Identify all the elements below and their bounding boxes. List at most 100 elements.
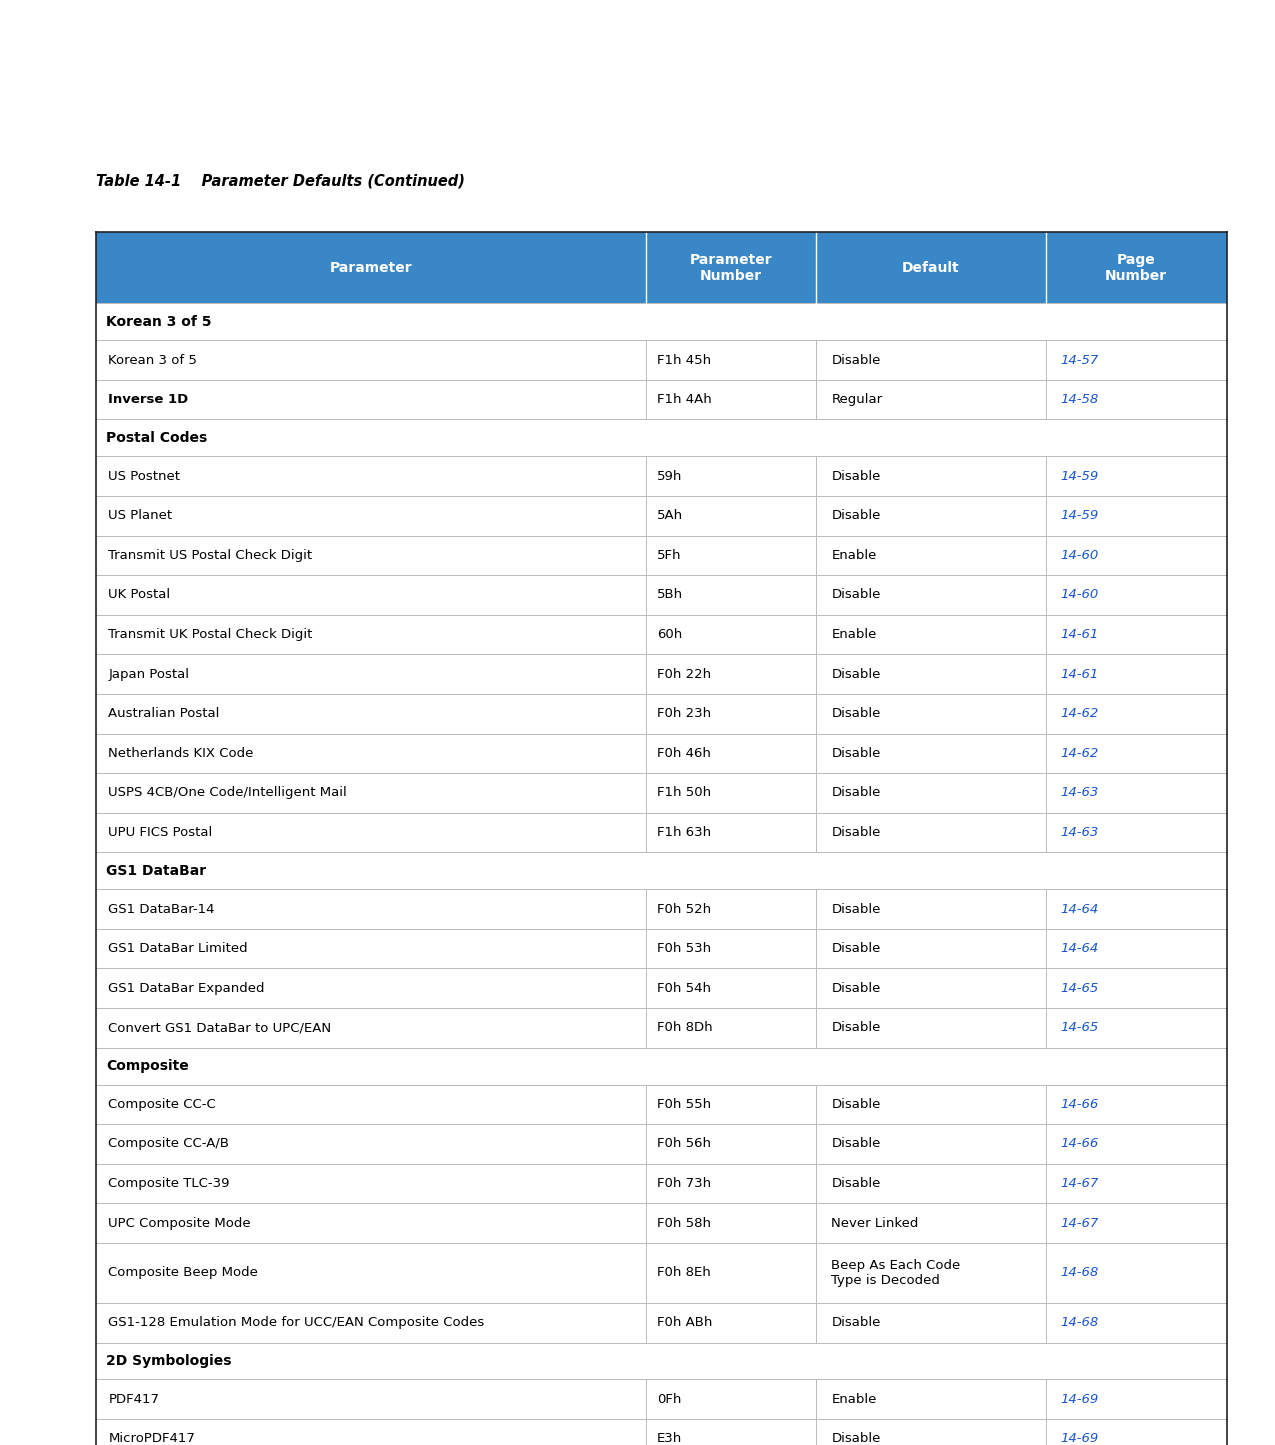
Text: 14-57: 14-57: [1061, 354, 1099, 367]
Text: Korean 3 of 5: Korean 3 of 5: [108, 354, 198, 367]
Text: Disable: Disable: [831, 1178, 881, 1191]
Text: 14-61: 14-61: [1061, 668, 1099, 681]
Text: 14-66: 14-66: [1061, 1098, 1099, 1111]
Text: F0h 22h: F0h 22h: [657, 668, 710, 681]
Text: GS1 DataBar Limited: GS1 DataBar Limited: [108, 942, 249, 955]
Text: 0Fh: 0Fh: [657, 1393, 681, 1406]
Text: 14-60: 14-60: [1061, 588, 1099, 601]
Bar: [96, 233, 1227, 303]
Text: 14-62: 14-62: [1061, 707, 1099, 720]
Text: UK Postal: UK Postal: [108, 588, 171, 601]
Text: GS1 DataBar-14: GS1 DataBar-14: [108, 903, 215, 916]
Text: Parameter
Number: Parameter Number: [690, 253, 773, 283]
Text: Disable: Disable: [831, 1098, 881, 1111]
Text: F0h 55h: F0h 55h: [657, 1098, 710, 1111]
Text: 14-66: 14-66: [1061, 1137, 1099, 1150]
Text: Disable: Disable: [831, 470, 881, 483]
Text: Disable: Disable: [831, 942, 881, 955]
Text: 14-64: 14-64: [1061, 942, 1099, 955]
Text: 5Bh: 5Bh: [657, 588, 682, 601]
Text: E3h: E3h: [657, 1432, 682, 1445]
Text: 14-62: 14-62: [1061, 747, 1099, 760]
Text: 5Fh: 5Fh: [657, 549, 681, 562]
Text: Composite: Composite: [106, 1059, 189, 1074]
Text: F0h ABh: F0h ABh: [657, 1316, 711, 1329]
Text: F0h 56h: F0h 56h: [657, 1137, 710, 1150]
Text: Korean 3 of 5: Korean 3 of 5: [106, 315, 212, 329]
Text: US Postnet: US Postnet: [108, 470, 180, 483]
Text: Australian Postal: Australian Postal: [108, 707, 219, 720]
Text: Regular: Regular: [831, 393, 882, 406]
Text: Disable: Disable: [831, 786, 881, 799]
Text: F1h 45h: F1h 45h: [657, 354, 710, 367]
Text: Enable: Enable: [831, 1393, 877, 1406]
Text: 60h: 60h: [657, 629, 682, 642]
Text: 59h: 59h: [657, 470, 682, 483]
Text: 14-59: 14-59: [1061, 509, 1099, 522]
Text: F0h 8Dh: F0h 8Dh: [657, 1022, 713, 1035]
Text: Inverse 1D: Inverse 1D: [108, 393, 189, 406]
Text: 14-63: 14-63: [1061, 786, 1099, 799]
Text: USPS 4CB/One Code/Intelligent Mail: USPS 4CB/One Code/Intelligent Mail: [108, 786, 347, 799]
Text: Disable: Disable: [831, 588, 881, 601]
Text: 14-68: 14-68: [1061, 1266, 1099, 1279]
Text: F0h 8Eh: F0h 8Eh: [657, 1266, 710, 1279]
Text: F1h 50h: F1h 50h: [657, 786, 710, 799]
Text: Disable: Disable: [831, 747, 881, 760]
Text: F0h 54h: F0h 54h: [657, 981, 710, 994]
Text: Composite CC-C: Composite CC-C: [108, 1098, 217, 1111]
Text: Disable: Disable: [831, 1432, 881, 1445]
Text: US Planet: US Planet: [108, 509, 172, 522]
Text: Disable: Disable: [831, 668, 881, 681]
Text: 14-60: 14-60: [1061, 549, 1099, 562]
Text: F0h 46h: F0h 46h: [657, 747, 710, 760]
Text: Convert GS1 DataBar to UPC/EAN: Convert GS1 DataBar to UPC/EAN: [108, 1022, 332, 1035]
Text: Default: Default: [901, 262, 960, 275]
Text: 14-59: 14-59: [1061, 470, 1099, 483]
Text: Disable: Disable: [831, 354, 881, 367]
Text: 14-64: 14-64: [1061, 903, 1099, 916]
Text: Disable: Disable: [831, 981, 881, 994]
Text: F0h 52h: F0h 52h: [657, 903, 710, 916]
Text: Composite Beep Mode: Composite Beep Mode: [108, 1266, 259, 1279]
Text: Page
Number: Page Number: [1105, 253, 1167, 283]
Text: 14-69: 14-69: [1061, 1393, 1099, 1406]
Text: 14-65: 14-65: [1061, 981, 1099, 994]
Text: 14-63: 14-63: [1061, 827, 1099, 840]
Text: MicroPDF417: MicroPDF417: [108, 1432, 195, 1445]
Text: Parameter: Parameter: [330, 262, 412, 275]
Text: Disable: Disable: [831, 827, 881, 840]
Text: 14-58: 14-58: [1061, 393, 1099, 406]
Text: Disable: Disable: [831, 707, 881, 720]
Text: Enable: Enable: [831, 549, 877, 562]
Text: Enable: Enable: [831, 629, 877, 642]
Text: Disable: Disable: [831, 1137, 881, 1150]
Text: Transmit US Postal Check Digit: Transmit US Postal Check Digit: [108, 549, 312, 562]
Text: F1h 63h: F1h 63h: [657, 827, 710, 840]
Text: 14-67: 14-67: [1061, 1217, 1099, 1230]
Text: 2D Symbologies: 2D Symbologies: [106, 1354, 231, 1368]
Text: Japan Postal: Japan Postal: [108, 668, 190, 681]
Text: Composite CC-A/B: Composite CC-A/B: [108, 1137, 230, 1150]
Text: F0h 73h: F0h 73h: [657, 1178, 710, 1191]
Text: Beep As Each Code
Type is Decoded: Beep As Each Code Type is Decoded: [831, 1259, 960, 1287]
Text: 14-67: 14-67: [1061, 1178, 1099, 1191]
Text: Disable: Disable: [831, 903, 881, 916]
Text: F0h 53h: F0h 53h: [657, 942, 710, 955]
Text: 14-69: 14-69: [1061, 1432, 1099, 1445]
Text: Never Linked: Never Linked: [831, 1217, 919, 1230]
Text: UPU FICS Postal: UPU FICS Postal: [108, 827, 213, 840]
Text: Disable: Disable: [831, 1316, 881, 1329]
Text: 14-68: 14-68: [1061, 1316, 1099, 1329]
Text: 5Ah: 5Ah: [657, 509, 682, 522]
Text: UPC Composite Mode: UPC Composite Mode: [108, 1217, 251, 1230]
Text: Postal Codes: Postal Codes: [106, 431, 207, 445]
Text: Transmit UK Postal Check Digit: Transmit UK Postal Check Digit: [108, 629, 312, 642]
Text: 14-61: 14-61: [1061, 629, 1099, 642]
Text: GS1 DataBar: GS1 DataBar: [106, 864, 207, 877]
Text: F1h 4Ah: F1h 4Ah: [657, 393, 711, 406]
Text: PDF417: PDF417: [108, 1393, 159, 1406]
Text: Composite TLC-39: Composite TLC-39: [108, 1178, 230, 1191]
Text: GS1 DataBar Expanded: GS1 DataBar Expanded: [108, 981, 265, 994]
Text: Symbologies   14 - 5: Symbologies 14 - 5: [1029, 30, 1243, 49]
